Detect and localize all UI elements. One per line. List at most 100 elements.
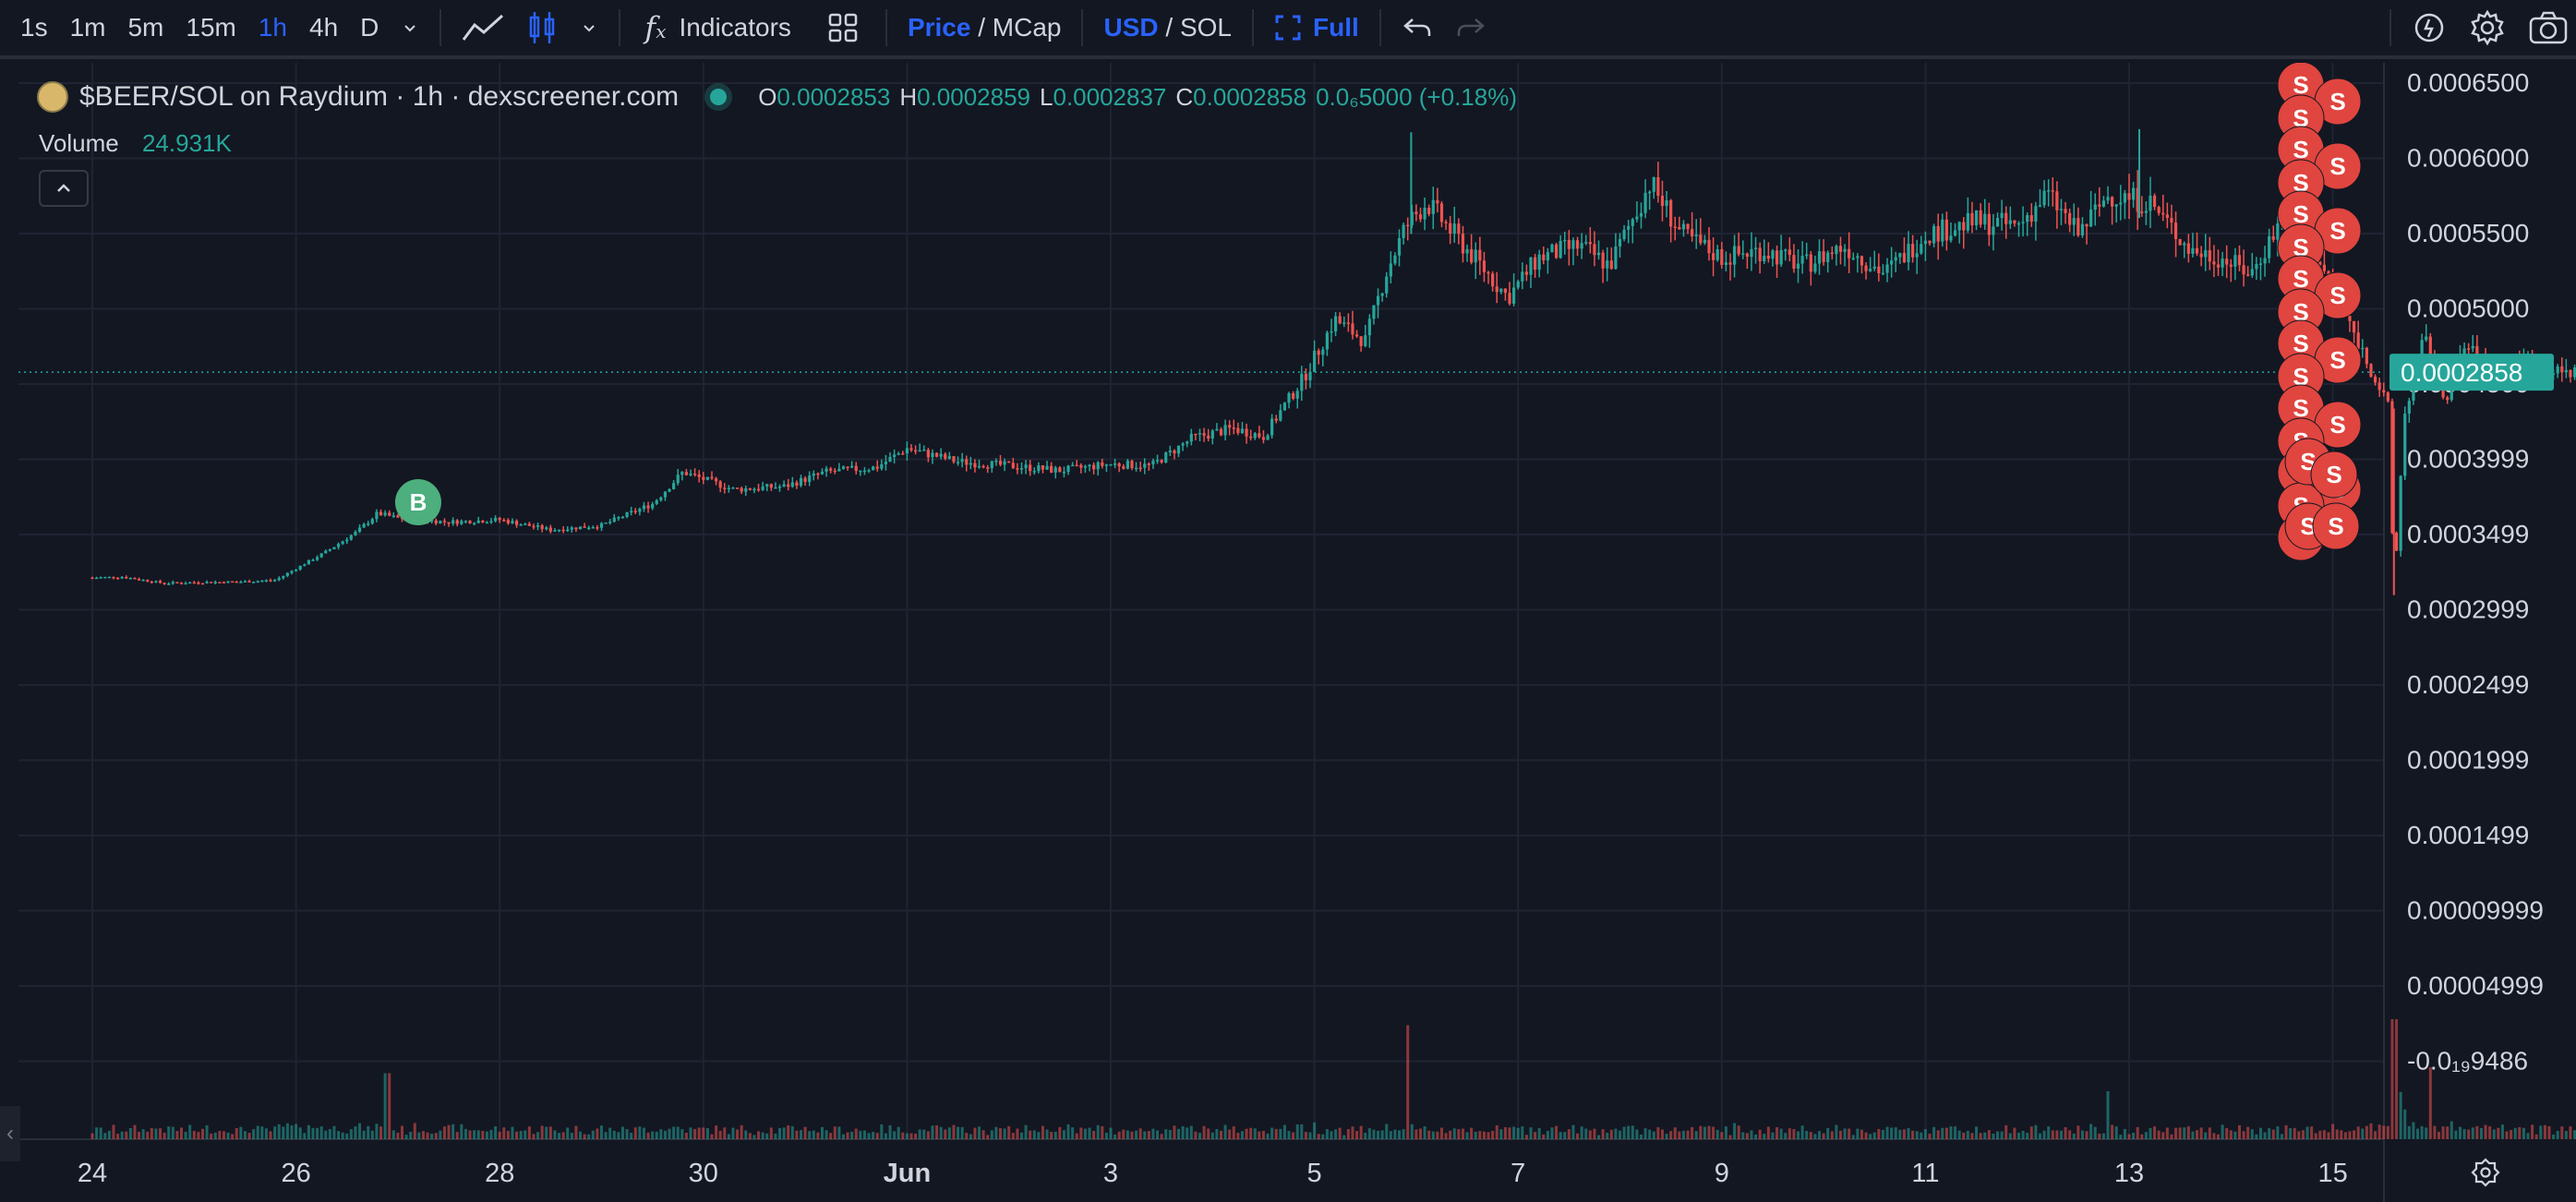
volume-bar	[463, 1128, 467, 1139]
indicators-button[interactable]: fx Indicators	[630, 0, 802, 57]
volume-bar	[1776, 1126, 1779, 1139]
candle-body	[141, 580, 145, 582]
candle-body	[349, 535, 353, 540]
volume-bar	[116, 1134, 120, 1139]
volume-bar	[1648, 1129, 1652, 1139]
volume-bar	[439, 1130, 442, 1139]
candle-body	[1571, 240, 1575, 249]
volume-bar	[2416, 1128, 2420, 1139]
volume-bar	[2225, 1127, 2229, 1139]
volume-bar	[2132, 1132, 2136, 1139]
volume-bar	[1338, 1127, 1342, 1139]
candlestick-icon[interactable]	[515, 0, 569, 57]
candle-body	[1122, 466, 1125, 469]
candle-body	[303, 564, 307, 566]
volume-bar	[107, 1130, 111, 1139]
volume-bar	[960, 1126, 964, 1139]
camera-icon[interactable]	[2517, 0, 2576, 57]
candle-body	[561, 529, 565, 532]
candle-body	[1228, 425, 1232, 428]
candle-body	[370, 519, 374, 524]
candle-body	[1236, 427, 1240, 434]
candle-body	[1542, 254, 1546, 261]
candle-body	[285, 572, 290, 576]
volume-bar	[2348, 1131, 2352, 1139]
candle-body	[1029, 464, 1032, 472]
candle-body	[1941, 219, 1944, 242]
candle-body	[295, 569, 298, 571]
volume-bar	[1210, 1132, 1214, 1139]
x-axis-tick-label: 13	[2114, 1159, 2144, 1188]
candle-body	[1151, 461, 1155, 464]
candle-body	[2390, 401, 2394, 534]
volume-bar	[986, 1135, 990, 1139]
volume-bar	[1177, 1128, 1181, 1139]
volume-bar	[2301, 1130, 2305, 1139]
candle-body	[1003, 461, 1006, 465]
price-chart[interactable]: 0.0006500 0.0006000 0.0005500 0.0005000 0.00…	[0, 63, 2576, 1202]
volume-bar	[1516, 1127, 1520, 1139]
interval-4h[interactable]: 4h	[309, 13, 339, 42]
candle-body	[2042, 190, 2046, 206]
interval-1s[interactable]: 1s	[20, 13, 48, 42]
volume-bar	[893, 1131, 897, 1139]
interval-d[interactable]: D	[360, 13, 379, 42]
volume-bar	[1075, 1133, 1078, 1139]
candle-body	[451, 520, 455, 524]
undo-icon[interactable]	[1390, 0, 1444, 57]
volume-bar	[367, 1125, 370, 1139]
y-axis-tick-label: 0.0003499	[2407, 520, 2529, 548]
volume-bar	[1784, 1133, 1788, 1139]
interval-dropdown-chevron-icon[interactable]	[390, 0, 430, 57]
mcap-option[interactable]: MCap	[992, 13, 1062, 42]
volume-bar	[1377, 1130, 1380, 1139]
volume-bar	[2165, 1127, 2169, 1139]
interval-1h[interactable]: 1h	[258, 13, 288, 42]
volume-bar	[1639, 1134, 1643, 1139]
volume-bar	[901, 1132, 905, 1139]
volume-bar	[782, 1127, 786, 1139]
sol-option[interactable]: SOL	[1179, 13, 1232, 42]
price-mcap-toggle[interactable]: Price / MCap	[897, 13, 1073, 42]
collapse-legend-button[interactable]	[39, 170, 89, 207]
currency-toggle[interactable]: USD / SOL	[1092, 13, 1243, 42]
settings-gear-icon[interactable]	[2458, 0, 2517, 57]
redo-icon[interactable]	[1444, 0, 1498, 57]
candle-body	[2161, 212, 2165, 215]
volume-bar	[1478, 1131, 1482, 1139]
candle-body	[2322, 264, 2327, 271]
quick-search-icon[interactable]	[2401, 0, 2458, 57]
axis-settings-icon[interactable]	[2471, 1158, 2500, 1187]
layout-grid-icon[interactable]	[817, 0, 869, 57]
chart-type-dropdown-chevron-icon[interactable]	[569, 0, 609, 57]
price-option[interactable]: Price	[907, 13, 971, 42]
y-axis-tick-label: -0.0₁₉9486	[2407, 1047, 2528, 1076]
usd-option[interactable]: USD	[1103, 13, 1159, 42]
fullscreen-button[interactable]: Full	[1263, 0, 1370, 57]
volume-bar	[298, 1127, 302, 1139]
left-panel-handle[interactable]: ‹	[0, 1106, 20, 1161]
volume-bar	[931, 1125, 934, 1139]
candle-body	[765, 484, 769, 487]
volume-bar	[1143, 1131, 1147, 1139]
chart-area[interactable]: 0.0006500 0.0006000 0.0005500 0.0005000 0.00…	[0, 63, 2576, 1202]
interval-15m[interactable]: 15m	[186, 13, 236, 42]
candle-body	[1449, 222, 1452, 234]
interval-5m[interactable]: 5m	[127, 13, 164, 42]
candle-body	[668, 488, 671, 492]
volume-bar	[2297, 1131, 2301, 1139]
volume-bar	[2233, 1131, 2237, 1139]
volume-bar	[1414, 1129, 1418, 1139]
volume-bar	[642, 1127, 645, 1139]
toolbar-divider	[1251, 9, 1254, 46]
last-price-tag	[2389, 354, 2554, 391]
volume-bar	[1542, 1134, 1546, 1139]
volume-bar	[1728, 1135, 1732, 1139]
line-chart-icon[interactable]	[451, 0, 515, 57]
candle-body	[994, 460, 998, 463]
candle-body	[1830, 252, 1834, 255]
interval-1m[interactable]: 1m	[69, 13, 106, 42]
volume-bar	[273, 1126, 277, 1139]
volume-bar	[736, 1129, 740, 1139]
volume-bar	[2174, 1127, 2178, 1139]
